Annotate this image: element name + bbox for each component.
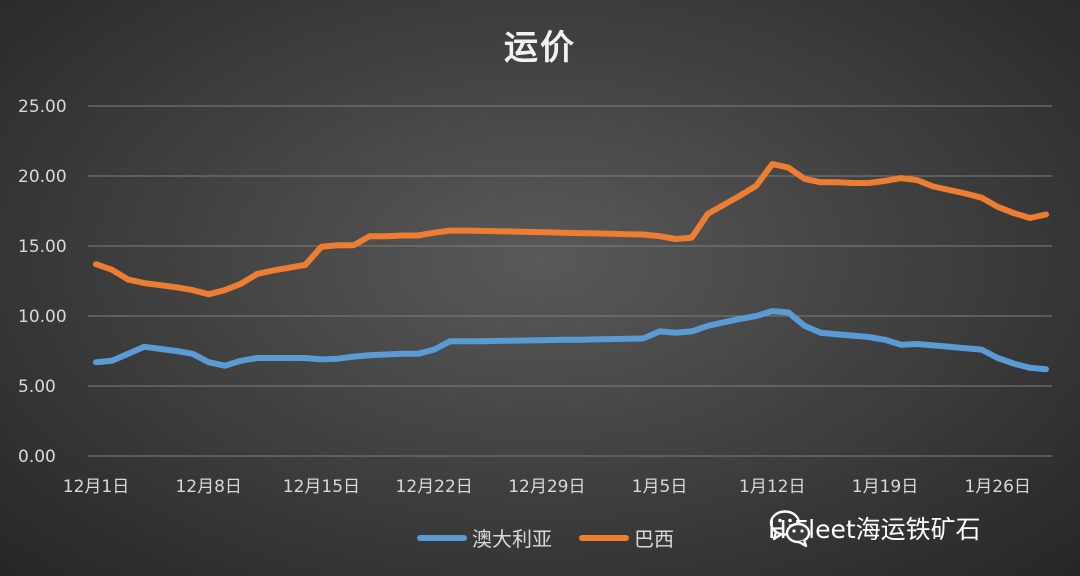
- y-tick-label: 0.00: [18, 447, 56, 467]
- x-tick-label: 1月12日: [739, 477, 805, 497]
- legend[interactable]: 澳大利亚 巴西: [417, 527, 674, 551]
- series-1: [93, 308, 1049, 373]
- legend-label: 巴西: [634, 527, 674, 551]
- y-tick-label: 10.00: [18, 307, 67, 327]
- legend-item[interactable]: 澳大利亚: [417, 527, 552, 551]
- y-tick-label: 20.00: [18, 167, 67, 187]
- x-tick-label: 12月1日: [63, 477, 129, 497]
- x-axis-ticks: 12月1日 12月8日 12月15日 12月22日 12月29日 1月5日 1月12日 1月1…: [63, 477, 1031, 497]
- x-tick-label: 12月8日: [175, 477, 241, 497]
- x-tick-label: 12月22日: [396, 477, 473, 497]
- legend-item[interactable]: 巴西: [579, 527, 674, 551]
- y-axis-ticks: 0.00 5.00 10.00 15.00 20.00 25.00: [18, 97, 67, 467]
- y-tick-label: 15.00: [18, 237, 67, 257]
- y-tick-label: 25.00: [18, 97, 67, 117]
- series-group: [93, 161, 1049, 373]
- chart-title: 运价: [504, 28, 576, 68]
- y-tick-label: 5.00: [18, 377, 56, 397]
- legend-label: 澳大利亚: [472, 527, 552, 551]
- x-tick-label: 1月26日: [964, 477, 1030, 497]
- x-tick-label: 12月15日: [283, 477, 360, 497]
- x-tick-label: 1月19日: [852, 477, 918, 497]
- x-tick-label: 1月5日: [632, 477, 688, 497]
- wechat-icon: [769, 510, 811, 548]
- gridlines: [88, 105, 1052, 457]
- series-line: [93, 308, 1049, 373]
- series-line: [93, 161, 1049, 298]
- series-2: [93, 161, 1049, 298]
- watermark: HiFleet海运铁矿石: [768, 508, 981, 548]
- x-tick-label: 12月29日: [508, 477, 585, 497]
